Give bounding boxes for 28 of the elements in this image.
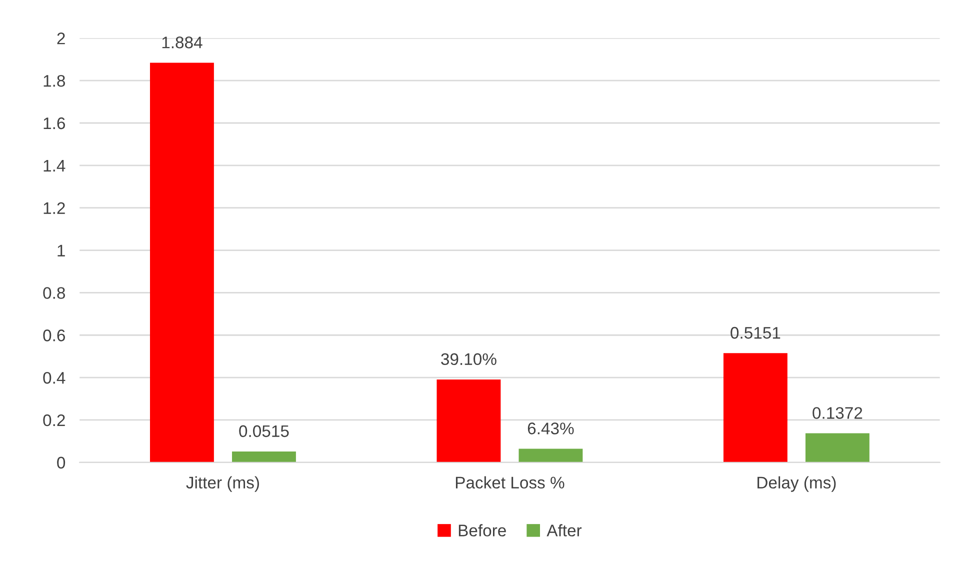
bar: [805, 433, 870, 462]
x-tick-label: Delay (ms): [758, 476, 836, 492]
y-tick-label: 0.6: [43, 330, 65, 342]
bar: [518, 448, 583, 462]
data-label: 39.10%: [441, 353, 496, 366]
bar: [723, 353, 788, 462]
y-tick-label: 1.8: [44, 74, 65, 87]
y-tick-label: 0.8: [43, 287, 65, 299]
data-label: 6.43%: [528, 422, 574, 434]
y-tick-label: 1.2: [44, 202, 65, 214]
data-label: 0.1372: [812, 407, 862, 419]
y-tick-label: 0.4: [43, 372, 66, 384]
data-label: 0.5151: [730, 326, 780, 339]
y-tick-label: 2: [57, 32, 65, 44]
x-tick-label: Packet Loss %: [456, 476, 564, 489]
legend-label: Before: [458, 524, 506, 536]
y-tick-label: 0: [57, 456, 66, 469]
data-label: 0.0515: [239, 425, 289, 438]
legend-label: After: [546, 524, 582, 536]
y-tick-label: 0.2: [43, 414, 65, 426]
y-tick-label: 1.4: [44, 160, 66, 172]
bar: [150, 62, 214, 462]
data-label: 1.884: [162, 36, 202, 48]
y-tick-label: 1: [58, 244, 65, 256]
x-tick-label: Jitter (ms): [186, 476, 259, 492]
y-tick-label: 1.6: [44, 117, 65, 130]
bar: [232, 451, 296, 462]
bar: [436, 379, 501, 462]
